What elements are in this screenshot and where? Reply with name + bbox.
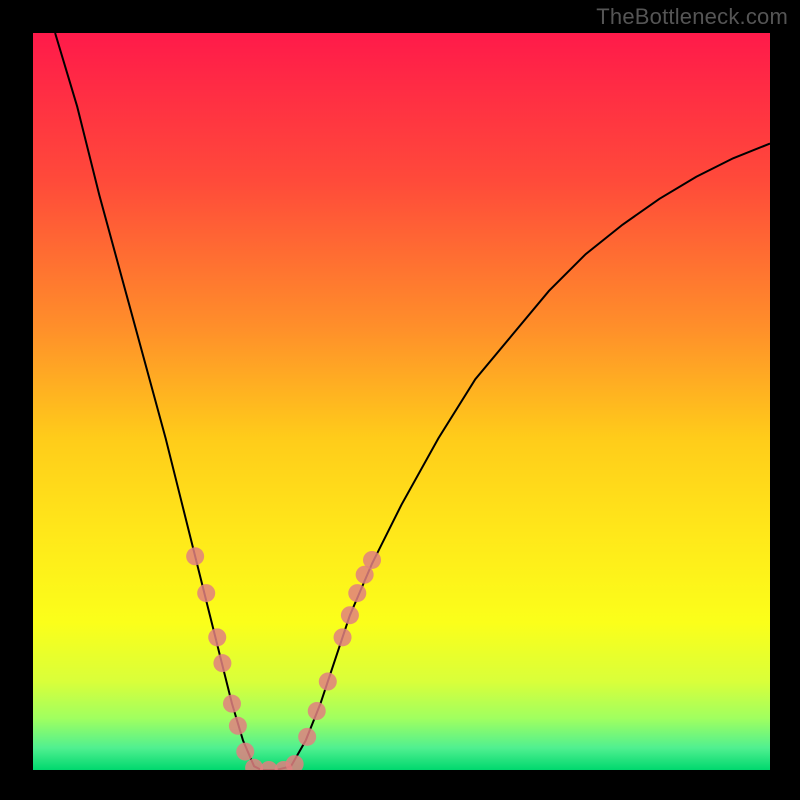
chart-curve	[55, 33, 770, 770]
canvas-root: TheBottleneck.com	[0, 0, 800, 800]
chart-marker	[208, 628, 226, 646]
chart-marker	[334, 628, 352, 646]
chart-marker	[298, 728, 316, 746]
watermark-text: TheBottleneck.com	[596, 4, 788, 30]
chart-marker	[223, 695, 241, 713]
chart-plot-area	[33, 33, 770, 770]
chart-svg-overlay	[33, 33, 770, 770]
chart-marker	[197, 584, 215, 602]
chart-marker	[348, 584, 366, 602]
chart-marker	[236, 743, 254, 761]
chart-marker	[213, 654, 231, 672]
chart-marker	[363, 551, 381, 569]
chart-marker	[186, 547, 204, 565]
chart-marker-group	[186, 547, 381, 770]
chart-marker	[286, 755, 304, 770]
chart-marker	[319, 673, 337, 691]
chart-marker	[308, 702, 326, 720]
chart-marker	[229, 717, 247, 735]
chart-marker	[341, 606, 359, 624]
